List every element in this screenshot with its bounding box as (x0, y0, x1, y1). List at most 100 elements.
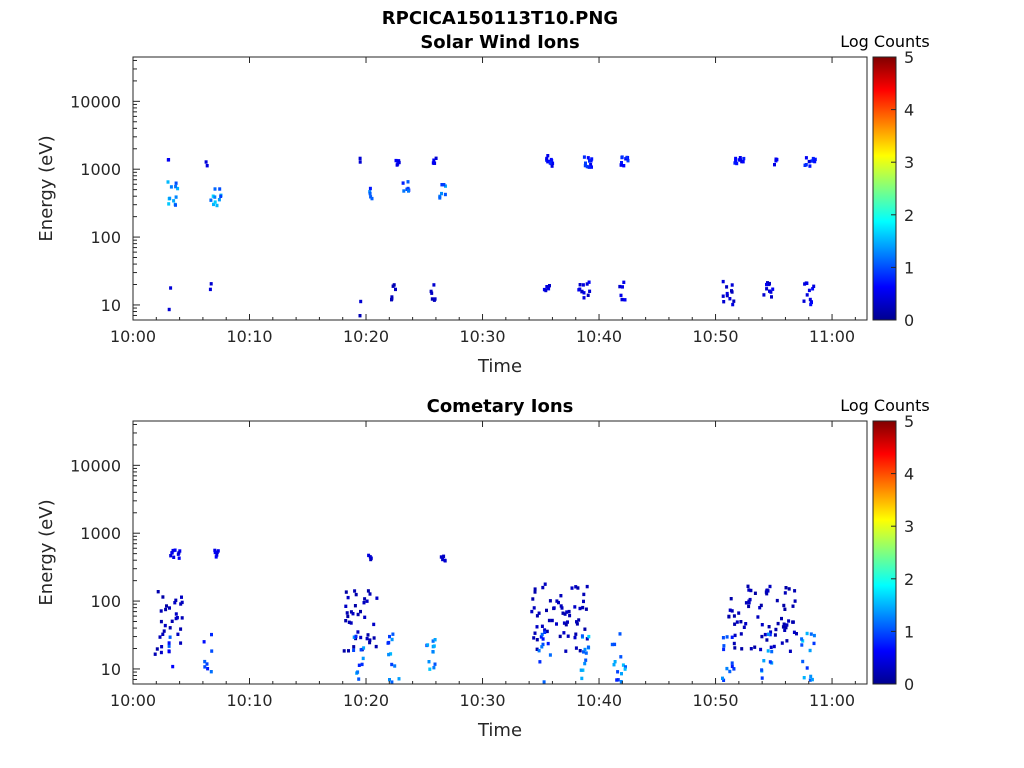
colorbar-tick-label: 4 (904, 465, 914, 484)
heatmap-cell (800, 643, 804, 647)
heatmap-cell (390, 298, 393, 302)
heatmap-cell (793, 589, 797, 593)
heatmap-cell (393, 664, 397, 668)
heatmap-cell (560, 606, 564, 610)
heatmap-cell (583, 627, 587, 631)
heatmap-cell (725, 291, 729, 296)
heatmap-cell (372, 622, 376, 627)
heatmap-cell (167, 202, 171, 206)
heatmap-cell (433, 638, 437, 642)
heatmap-cell (406, 186, 410, 191)
heatmap-cell (219, 194, 223, 198)
heatmap-cell (730, 290, 734, 294)
heatmap-cell (344, 619, 348, 623)
heatmap-cell (349, 610, 353, 614)
heatmap-cell (575, 620, 578, 624)
heatmap-cell (590, 165, 593, 169)
heatmap-cell (812, 633, 816, 638)
heatmap-cell (352, 648, 356, 652)
heatmap-cell (731, 302, 735, 307)
heatmap-cell (620, 672, 623, 676)
heatmap-cell (353, 604, 357, 608)
heatmap-cell (765, 282, 768, 287)
heatmap-cell (730, 635, 734, 639)
heatmap-cell (588, 289, 592, 293)
y-tick-label: 10000 (70, 92, 121, 111)
heatmap-cell (584, 651, 588, 655)
heatmap-cell (787, 587, 791, 591)
heatmap-cell (561, 611, 565, 615)
heatmap-cell (764, 590, 768, 594)
heatmap-cell (622, 164, 626, 168)
heatmap-cell (358, 314, 362, 318)
heatmap-cell (730, 661, 734, 665)
heatmap-cell (402, 189, 406, 193)
heatmap-cell (368, 191, 372, 196)
heatmap-cell (206, 667, 210, 671)
heatmap-cell (805, 631, 809, 636)
x-tick-label: 11:00 (809, 327, 855, 346)
heatmap-cell (430, 291, 434, 295)
heatmap-cell (395, 163, 399, 167)
heatmap-cell (545, 156, 549, 161)
heatmap-cell (567, 609, 571, 614)
heatmap-cell (801, 639, 805, 643)
heatmap-cell (749, 588, 753, 593)
x-tick-label: 10:50 (692, 691, 738, 710)
heatmap-cell (174, 616, 178, 621)
heatmap-cell (388, 634, 391, 639)
heatmap-cell (438, 196, 442, 200)
heatmap-cell (390, 637, 394, 642)
heatmap-cell (566, 634, 570, 638)
y-tick-label: 100 (90, 592, 121, 611)
heatmap-cell (807, 288, 811, 293)
heatmap-cell (174, 184, 178, 189)
colorbar-tick-label: 4 (904, 101, 914, 120)
heatmap-cell (781, 625, 785, 629)
heatmap-cell (586, 293, 590, 297)
heatmap-cell (550, 618, 554, 623)
heatmap-cell (366, 589, 370, 593)
heatmap-cell (427, 660, 431, 664)
heatmap-cell (727, 615, 731, 619)
heatmap-cell (586, 156, 590, 160)
heatmap-cell (210, 632, 213, 637)
heatmap-cell (387, 652, 391, 657)
heatmap-cell (573, 635, 577, 640)
heatmap-cell (174, 203, 177, 207)
heatmap-cell (771, 287, 775, 291)
heatmap-cell (533, 587, 537, 591)
heatmap-cell (426, 643, 430, 647)
heatmap-cell (725, 293, 729, 298)
heatmap-cell (545, 285, 549, 289)
heatmap-cell (623, 667, 627, 671)
heatmap-cell (443, 558, 447, 563)
heatmap-cell (765, 588, 769, 592)
heatmap-cell (808, 164, 812, 168)
y-tick-label: 1000 (80, 524, 121, 543)
heatmap-cell (174, 598, 178, 602)
heatmap-cell (352, 645, 356, 649)
heatmap-cell (775, 598, 779, 603)
heatmap-cell (537, 611, 541, 615)
x-tick-label: 10:10 (226, 327, 272, 346)
heatmap-cell (444, 184, 447, 188)
heatmap-cell (541, 642, 545, 647)
heatmap-cell (770, 295, 773, 299)
heatmap-cell (780, 641, 784, 645)
heatmap-cell (808, 678, 812, 682)
panel-title: Solar Wind Ions (420, 32, 579, 53)
heatmap-cell (787, 619, 791, 623)
heatmap-cell (784, 625, 788, 630)
heatmap-cell (612, 663, 616, 667)
heatmap-cell (173, 548, 177, 552)
heatmap-cell (768, 584, 772, 589)
heatmap-cell (344, 590, 348, 594)
heatmap-cell (809, 302, 813, 307)
heatmap-cell (167, 641, 171, 645)
x-tick-label: 10:00 (110, 327, 156, 346)
heatmap-cell (742, 156, 746, 161)
heatmap-cell (740, 647, 744, 651)
heatmap-cell (584, 658, 588, 662)
heatmap-cell (166, 158, 170, 162)
